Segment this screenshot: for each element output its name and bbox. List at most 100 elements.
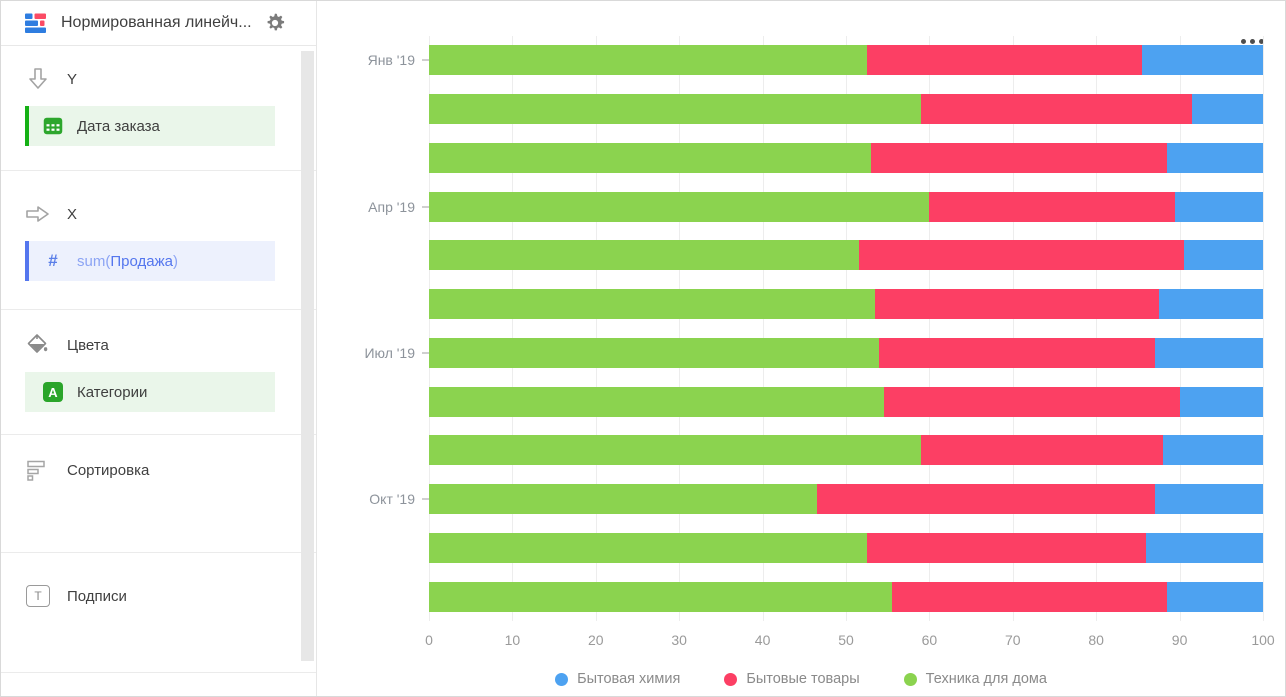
y-label-slot bbox=[317, 134, 429, 183]
legend-item[interactable]: Бытовые товары bbox=[724, 671, 860, 687]
bar-segment[interactable] bbox=[429, 191, 930, 222]
section-labels: T Подписи bbox=[1, 553, 316, 673]
legend-dot bbox=[903, 672, 917, 686]
bar-segment[interactable] bbox=[921, 435, 1163, 466]
bar-segment[interactable] bbox=[866, 45, 1143, 76]
section-sort-label: Сортировка bbox=[67, 461, 150, 479]
bar-segment[interactable] bbox=[871, 142, 1168, 173]
sidebar-scrollbar[interactable] bbox=[301, 51, 314, 661]
bar-segment[interactable] bbox=[1183, 240, 1263, 271]
ellipsis-icon[interactable] bbox=[1238, 36, 1267, 47]
x-axis-tick: 60 bbox=[921, 632, 938, 648]
bar-row bbox=[429, 475, 1263, 524]
bar-segment[interactable] bbox=[879, 337, 1155, 368]
bar-row bbox=[429, 524, 1263, 573]
letter-a-icon: A bbox=[43, 382, 63, 402]
section-labels-label: Подписи bbox=[67, 587, 127, 605]
legend-dot bbox=[555, 672, 569, 686]
bar-row bbox=[429, 231, 1263, 280]
bar-segment[interactable] bbox=[875, 289, 1159, 320]
section-y-label: Y bbox=[67, 70, 78, 88]
plot-area bbox=[429, 36, 1264, 621]
bar-segment[interactable] bbox=[891, 581, 1168, 612]
bar-segment[interactable] bbox=[883, 386, 1180, 417]
bar-segment[interactable] bbox=[1146, 532, 1263, 563]
gridline bbox=[679, 36, 681, 621]
bar-segment[interactable] bbox=[429, 142, 872, 173]
bar-segment[interactable] bbox=[429, 94, 922, 125]
bar-segment[interactable] bbox=[429, 240, 859, 271]
x-axis-tick: 40 bbox=[754, 632, 771, 648]
y-label-slot: Янв '19 bbox=[317, 36, 429, 85]
bar-segment[interactable] bbox=[429, 484, 817, 515]
y-axis-label: Июл '19 bbox=[364, 344, 415, 361]
bar-row bbox=[429, 134, 1263, 183]
bar-segment[interactable] bbox=[1154, 484, 1263, 515]
bar-row bbox=[429, 329, 1263, 378]
bar-row bbox=[429, 426, 1263, 475]
bar-segment[interactable] bbox=[1175, 191, 1263, 222]
bar-segment[interactable] bbox=[1192, 94, 1263, 125]
field-chip-date[interactable]: Дата заказа bbox=[25, 106, 275, 146]
calendar-icon bbox=[43, 116, 63, 136]
sidebar: Нормированная линейч... Y bbox=[1, 1, 317, 696]
gear-icon[interactable] bbox=[262, 10, 288, 36]
section-sort: Сортировка bbox=[1, 435, 316, 553]
bar-segment[interactable] bbox=[429, 337, 880, 368]
gridline bbox=[1179, 36, 1181, 621]
bar-segment[interactable] bbox=[929, 191, 1176, 222]
chart-area: Янв '19 Апр '19 Июл '19 Окт '19 0 10 20 30 40 50… bbox=[317, 1, 1285, 696]
legend: Бытовая химия Бытовые товары Техника для д… bbox=[317, 671, 1285, 687]
y-axis-label: Окт '19 bbox=[369, 491, 415, 508]
bar-row bbox=[429, 182, 1263, 231]
y-tick bbox=[422, 498, 429, 501]
bar-segment[interactable] bbox=[429, 289, 876, 320]
x-axis-tick: 100 bbox=[1251, 632, 1275, 648]
gridline bbox=[846, 36, 847, 621]
field-chip-measure[interactable]: # sum(Продажа) bbox=[25, 241, 275, 281]
y-tick bbox=[422, 59, 429, 62]
arrow-down-icon bbox=[25, 66, 51, 92]
bar-segment[interactable] bbox=[1154, 337, 1263, 368]
y-label-slot bbox=[317, 426, 429, 475]
field-chip-category[interactable]: A Категории bbox=[25, 372, 275, 412]
normalized-bar-chart-icon bbox=[25, 12, 47, 34]
gridline bbox=[429, 36, 430, 621]
gridline bbox=[762, 36, 764, 621]
bar-segment[interactable] bbox=[1167, 142, 1263, 173]
section-x-label: X bbox=[67, 205, 78, 223]
gridline bbox=[512, 36, 514, 621]
section-colors: Цвета A Категории bbox=[1, 310, 316, 435]
bar-segment[interactable] bbox=[1167, 581, 1263, 612]
x-axis-tick: 70 bbox=[1005, 632, 1021, 648]
bar-segment[interactable] bbox=[429, 532, 867, 563]
bar-segment[interactable] bbox=[429, 435, 922, 466]
bar-segment[interactable] bbox=[1158, 289, 1263, 320]
x-axis-tick: 10 bbox=[504, 632, 521, 648]
section-y: Y Дата заказа bbox=[1, 46, 316, 171]
y-label-slot bbox=[317, 524, 429, 573]
legend-dot bbox=[724, 672, 738, 686]
y-label-slot bbox=[317, 85, 429, 134]
y-label-slot: Окт '19 bbox=[317, 475, 429, 524]
y-tick bbox=[422, 351, 429, 354]
y-label-slot bbox=[317, 280, 429, 329]
legend-item[interactable]: Техника для дома bbox=[903, 671, 1047, 687]
legend-item[interactable]: Бытовая химия bbox=[555, 671, 680, 687]
bar-segment[interactable] bbox=[1162, 435, 1263, 466]
bar-segment[interactable] bbox=[429, 45, 867, 76]
bar-segment[interactable] bbox=[816, 484, 1155, 515]
bar-segment[interactable] bbox=[429, 386, 884, 417]
bar-segment[interactable] bbox=[866, 532, 1147, 563]
bar-segment[interactable] bbox=[1179, 386, 1263, 417]
y-axis-label: Янв '19 bbox=[367, 52, 415, 69]
y-label-slot: Июл '19 bbox=[317, 329, 429, 378]
bar-segment[interactable] bbox=[429, 581, 892, 612]
bar-segment[interactable] bbox=[1142, 45, 1263, 76]
bar-segment[interactable] bbox=[921, 94, 1193, 125]
y-tick bbox=[422, 205, 429, 208]
bar-segment[interactable] bbox=[858, 240, 1184, 271]
sort-bars-icon bbox=[25, 457, 51, 483]
bar-row bbox=[429, 280, 1263, 329]
